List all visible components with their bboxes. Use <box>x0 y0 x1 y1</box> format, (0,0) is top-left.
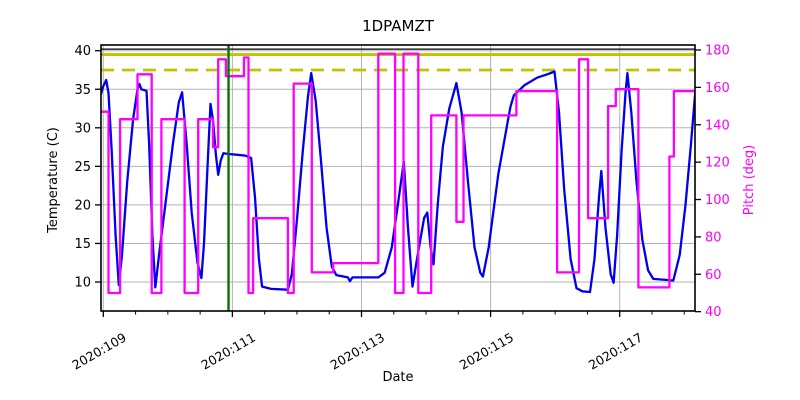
y-right-tick-label: 40 <box>705 305 722 320</box>
plot-frame <box>100 44 696 312</box>
y-left-tick-label: 15 <box>74 237 91 252</box>
x-tick-label: 2020:111 <box>199 330 258 373</box>
tick-layer: 10 15 20 25 30 35 40 40 60 80 100 120 140 160 180 2020:… <box>69 44 729 373</box>
x-tick-label: 2020:113 <box>328 330 387 373</box>
y-right-tick-label: 60 <box>705 268 722 283</box>
y-right-tick-label: 80 <box>705 230 722 245</box>
y-right-tick-label: 140 <box>705 118 730 133</box>
x-tick-label: 2020:109 <box>69 330 128 373</box>
y-left-tick-label: 25 <box>74 160 91 175</box>
y-right-tick-label: 100 <box>705 193 730 208</box>
y-right-axis-label: Pitch (deg) <box>742 145 757 215</box>
y-right-tick-label: 120 <box>705 156 730 171</box>
y-left-tick-label: 30 <box>74 121 91 136</box>
y-left-tick-label: 35 <box>74 83 91 98</box>
y-left-tick-label: 40 <box>74 44 91 59</box>
annotation-lines-layer <box>101 48 695 72</box>
x-tick-label: 2020:117 <box>586 330 645 373</box>
temperature-line <box>101 70 695 294</box>
x-axis-label: Date <box>382 370 413 385</box>
data-series-layer <box>101 52 695 295</box>
y-right-tick-label: 160 <box>705 81 730 96</box>
chart-title: 1DPAMZT <box>362 17 435 35</box>
x-tick-label: 2020:115 <box>457 330 516 373</box>
pitch-line <box>101 52 695 295</box>
y-right-tick-label: 180 <box>705 44 730 59</box>
y-left-tick-label: 10 <box>74 276 91 291</box>
y-left-axis-label: Temperature (C) <box>46 127 61 234</box>
y-left-tick-label: 20 <box>74 198 91 213</box>
